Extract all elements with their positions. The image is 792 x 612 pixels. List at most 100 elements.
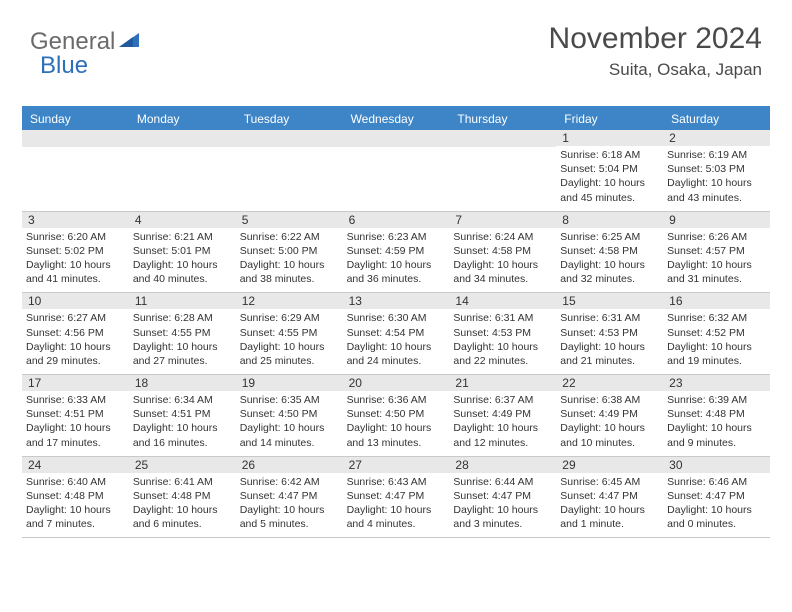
day-info: Sunrise: 6:23 AMSunset: 4:59 PMDaylight:… xyxy=(347,230,446,287)
daylight-text: Daylight: 10 hours and 1 minute. xyxy=(560,503,659,531)
sunset-text: Sunset: 4:47 PM xyxy=(667,489,766,503)
sunrise-text: Sunrise: 6:23 AM xyxy=(347,230,446,244)
sunrise-text: Sunrise: 6:22 AM xyxy=(240,230,339,244)
daylight-text: Daylight: 10 hours and 31 minutes. xyxy=(667,258,766,286)
day-cell: 14Sunrise: 6:31 AMSunset: 4:53 PMDayligh… xyxy=(449,293,556,374)
daylight-text: Daylight: 10 hours and 24 minutes. xyxy=(347,340,446,368)
sunrise-text: Sunrise: 6:27 AM xyxy=(26,311,125,325)
calendar: SundayMondayTuesdayWednesdayThursdayFrid… xyxy=(22,106,770,538)
day-info: Sunrise: 6:42 AMSunset: 4:47 PMDaylight:… xyxy=(240,475,339,532)
day-info: Sunrise: 6:38 AMSunset: 4:49 PMDaylight:… xyxy=(560,393,659,450)
day-number: 16 xyxy=(663,293,770,309)
sunset-text: Sunset: 4:55 PM xyxy=(240,326,339,340)
sunset-text: Sunset: 5:04 PM xyxy=(560,162,659,176)
day-cell xyxy=(449,130,556,211)
day-cell: 25 Sunrise: 6:41 AMSunset: 4:48 PMDayligh… xyxy=(129,457,236,538)
day-info: Sunrise: 6:39 AMSunset: 4:48 PMDaylight:… xyxy=(667,393,766,450)
empty-day-number xyxy=(129,130,236,147)
sunrise-text: Sunrise: 6:25 AM xyxy=(560,230,659,244)
day-cell: 8Sunrise: 6:25 AMSunset: 4:58 PMDaylight… xyxy=(556,212,663,293)
daylight-text: Daylight: 10 hours and 6 minutes. xyxy=(133,503,232,531)
day-number: 24 xyxy=(22,457,129,473)
sunrise-text: Sunrise: 6:39 AM xyxy=(667,393,766,407)
day-number: 7 xyxy=(449,212,556,228)
day-number: 15 xyxy=(556,293,663,309)
day-header: Monday xyxy=(129,108,236,130)
week-row: 24Sunrise: 6:40 AMSunset: 4:48 PMDayligh… xyxy=(22,457,770,539)
day-number: 25 xyxy=(129,457,236,473)
day-cell: 15 Sunrise: 6:31 AMSunset: 4:53 PMDayligh… xyxy=(556,293,663,374)
day-info: Sunrise: 6:29 AMSunset: 4:55 PMDaylight:… xyxy=(240,311,339,368)
day-cell xyxy=(343,130,450,211)
daylight-text: Daylight: 10 hours and 16 minutes. xyxy=(133,421,232,449)
day-number: 22 xyxy=(556,375,663,391)
day-number: 26 xyxy=(236,457,343,473)
day-cell: 9Sunrise: 6:26 AMSunset: 4:57 PMDaylight… xyxy=(663,212,770,293)
daylight-text: Daylight: 10 hours and 43 minutes. xyxy=(667,176,766,204)
sunset-text: Sunset: 4:48 PM xyxy=(133,489,232,503)
sunset-text: Sunset: 4:51 PM xyxy=(26,407,125,421)
sunrise-text: Sunrise: 6:41 AM xyxy=(133,475,232,489)
day-info: Sunrise: 6:34 AMSunset: 4:51 PMDaylight:… xyxy=(133,393,232,450)
sunset-text: Sunset: 4:57 PM xyxy=(667,244,766,258)
day-info: Sunrise: 6:21 AMSunset: 5:01 PMDaylight:… xyxy=(133,230,232,287)
month-title: November 2024 xyxy=(549,22,762,56)
sunrise-text: Sunrise: 6:38 AM xyxy=(560,393,659,407)
sunset-text: Sunset: 4:47 PM xyxy=(240,489,339,503)
day-info: Sunrise: 6:32 AMSunset: 4:52 PMDaylight:… xyxy=(667,311,766,368)
week-row: 10Sunrise: 6:27 AMSunset: 4:56 PMDayligh… xyxy=(22,293,770,375)
sunrise-text: Sunrise: 6:36 AM xyxy=(347,393,446,407)
day-number: 29 xyxy=(556,457,663,473)
sunset-text: Sunset: 4:50 PM xyxy=(240,407,339,421)
day-cell: 6Sunrise: 6:23 AMSunset: 4:59 PMDaylight… xyxy=(343,212,450,293)
sunset-text: Sunset: 5:02 PM xyxy=(26,244,125,258)
day-cell: 17Sunrise: 6:33 AMSunset: 4:51 PMDayligh… xyxy=(22,375,129,456)
day-info: Sunrise: 6:36 AMSunset: 4:50 PMDaylight:… xyxy=(347,393,446,450)
sunrise-text: Sunrise: 6:45 AM xyxy=(560,475,659,489)
day-info: Sunrise: 6:31 AMSunset: 4:53 PMDaylight:… xyxy=(560,311,659,368)
day-cell: 21Sunrise: 6:37 AMSunset: 4:49 PMDayligh… xyxy=(449,375,556,456)
day-info: Sunrise: 6:41 AMSunset: 4:48 PMDaylight:… xyxy=(133,475,232,532)
day-cell: 20 Sunrise: 6:36 AMSunset: 4:50 PMDayligh… xyxy=(343,375,450,456)
day-header: Friday xyxy=(556,108,663,130)
day-info: Sunrise: 6:33 AMSunset: 4:51 PMDaylight:… xyxy=(26,393,125,450)
day-info: Sunrise: 6:31 AMSunset: 4:53 PMDaylight:… xyxy=(453,311,552,368)
empty-day-number xyxy=(449,130,556,147)
day-cell: 10Sunrise: 6:27 AMSunset: 4:56 PMDayligh… xyxy=(22,293,129,374)
weeks-container: 1Sunrise: 6:18 AMSunset: 5:04 PMDaylight… xyxy=(22,130,770,538)
sunrise-text: Sunrise: 6:30 AM xyxy=(347,311,446,325)
day-number: 13 xyxy=(343,293,450,309)
sunrise-text: Sunrise: 6:33 AM xyxy=(26,393,125,407)
daylight-text: Daylight: 10 hours and 13 minutes. xyxy=(347,421,446,449)
sunset-text: Sunset: 4:47 PM xyxy=(453,489,552,503)
day-cell: 18 Sunrise: 6:34 AMSunset: 4:51 PMDayligh… xyxy=(129,375,236,456)
sunrise-text: Sunrise: 6:32 AM xyxy=(667,311,766,325)
day-cell: 5Sunrise: 6:22 AMSunset: 5:00 PMDaylight… xyxy=(236,212,343,293)
day-info: Sunrise: 6:30 AMSunset: 4:54 PMDaylight:… xyxy=(347,311,446,368)
daylight-text: Daylight: 10 hours and 3 minutes. xyxy=(453,503,552,531)
sunrise-text: Sunrise: 6:42 AM xyxy=(240,475,339,489)
day-number: 21 xyxy=(449,375,556,391)
day-number: 1 xyxy=(556,130,663,146)
daylight-text: Daylight: 10 hours and 45 minutes. xyxy=(560,176,659,204)
day-cell: 24Sunrise: 6:40 AMSunset: 4:48 PMDayligh… xyxy=(22,457,129,538)
day-info: Sunrise: 6:19 AMSunset: 5:03 PMDaylight:… xyxy=(667,148,766,205)
daylight-text: Daylight: 10 hours and 7 minutes. xyxy=(26,503,125,531)
day-number: 12 xyxy=(236,293,343,309)
sunset-text: Sunset: 4:53 PM xyxy=(453,326,552,340)
day-info: Sunrise: 6:43 AMSunset: 4:47 PMDaylight:… xyxy=(347,475,446,532)
day-number: 3 xyxy=(22,212,129,228)
sunrise-text: Sunrise: 6:31 AM xyxy=(453,311,552,325)
daylight-text: Daylight: 10 hours and 21 minutes. xyxy=(560,340,659,368)
sunset-text: Sunset: 5:03 PM xyxy=(667,162,766,176)
day-cell xyxy=(129,130,236,211)
day-header: Saturday xyxy=(663,108,770,130)
day-number: 20 xyxy=(343,375,450,391)
day-info: Sunrise: 6:28 AMSunset: 4:55 PMDaylight:… xyxy=(133,311,232,368)
sunset-text: Sunset: 4:48 PM xyxy=(667,407,766,421)
day-number: 23 xyxy=(663,375,770,391)
day-cell xyxy=(22,130,129,211)
day-info: Sunrise: 6:26 AMSunset: 4:57 PMDaylight:… xyxy=(667,230,766,287)
day-number: 18 xyxy=(129,375,236,391)
day-info: Sunrise: 6:25 AMSunset: 4:58 PMDaylight:… xyxy=(560,230,659,287)
